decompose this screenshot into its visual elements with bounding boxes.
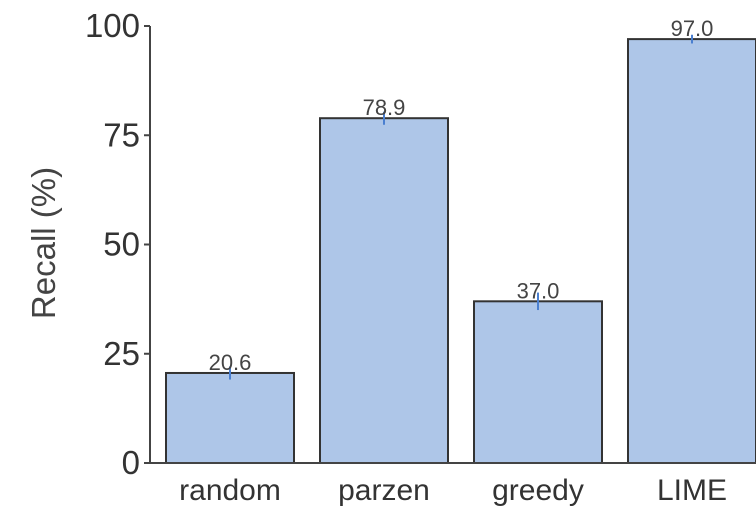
value-label-parzen: 78.9 (363, 95, 406, 120)
x-tick-label-greedy: greedy (492, 474, 584, 507)
x-tick-label-random: random (179, 474, 281, 507)
x-tick-label-lime: LIME (657, 474, 727, 507)
value-label-greedy: 37.0 (517, 278, 560, 303)
bar-random (165, 371, 295, 464)
value-label-lime: 97.0 (671, 16, 714, 41)
x-tick-label-parzen: parzen (338, 474, 430, 507)
value-labels: 20.6 78.9 37.0 97.0 (209, 16, 714, 375)
bar-greedy (473, 300, 603, 464)
value-label-random: 20.6 (209, 350, 252, 375)
error-bars (229, 34, 693, 380)
bar-lime (627, 38, 756, 465)
y-tick-label: 75 (103, 116, 140, 153)
y-tick-label: 0 (122, 444, 140, 481)
x-axis-labels: random parzen greedy LIME (179, 474, 727, 507)
y-axis-ticks: 0 25 50 75 100 (85, 7, 150, 481)
y-tick-label: 50 (103, 226, 140, 263)
y-axis-title: Recall (%) (25, 167, 62, 319)
y-tick-label: 25 (103, 335, 140, 372)
y-tick-label: 100 (85, 7, 140, 44)
bar-parzen (319, 117, 449, 464)
bars (165, 38, 756, 465)
